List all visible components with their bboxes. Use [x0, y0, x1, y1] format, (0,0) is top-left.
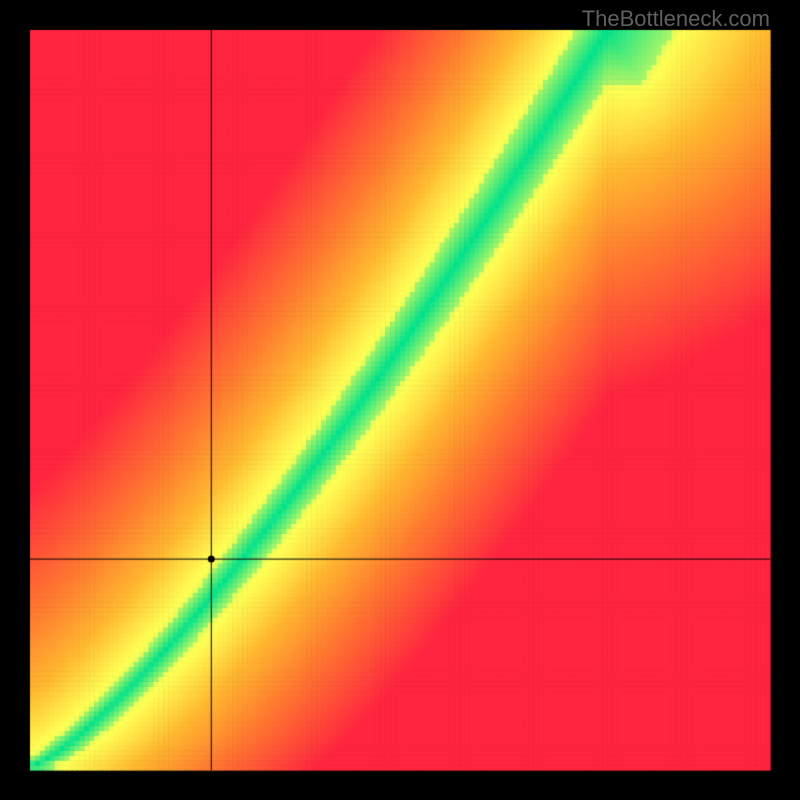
watermark-text: TheBottleneck.com	[582, 6, 770, 32]
bottleneck-heatmap	[0, 0, 800, 800]
